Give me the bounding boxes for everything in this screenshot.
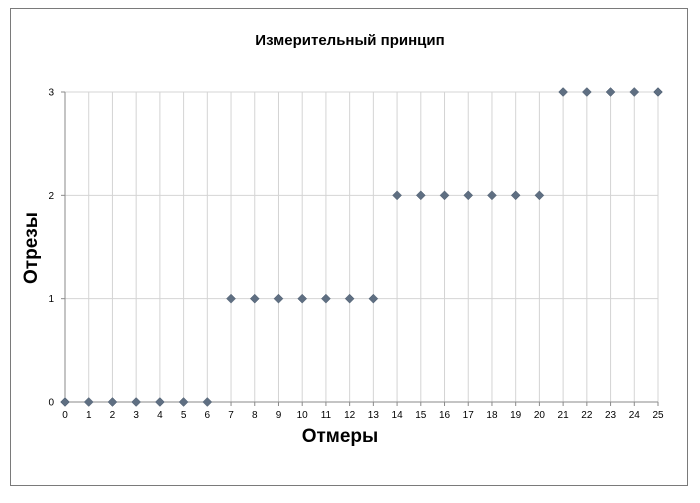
data-point	[653, 87, 663, 97]
y-tick-label: 3	[48, 88, 54, 99]
data-point	[558, 87, 568, 97]
data-point	[534, 190, 545, 201]
data-point	[297, 293, 308, 304]
data-point	[83, 397, 94, 407]
data-point	[344, 293, 355, 304]
chart-title: Измерительный принцип	[255, 32, 445, 49]
data-point	[510, 190, 521, 201]
data-point	[273, 293, 284, 304]
x-tick-label: 20	[534, 410, 546, 421]
chart-frame	[10, 8, 688, 486]
x-tick-label: 5	[181, 410, 187, 421]
data-point	[629, 87, 640, 97]
x-tick-label: 2	[110, 410, 116, 421]
y-tick-label: 0	[48, 398, 54, 409]
x-tick-label: 25	[652, 410, 664, 421]
data-point	[60, 397, 70, 407]
x-tick-label: 15	[415, 410, 427, 421]
data-point	[415, 190, 426, 201]
data-point	[131, 397, 142, 407]
data-point	[178, 397, 189, 407]
data-point	[321, 293, 331, 304]
tick-labels: 0 1 2 3 4 5 6 7 8 9 10 11 12 13 14 15 16 17 18 19 20 21 22 23 24…	[48, 88, 664, 422]
x-tick-label: 3	[133, 410, 139, 421]
x-tick-label: 12	[344, 410, 356, 421]
data-point	[368, 293, 379, 304]
x-tick-label: 19	[510, 410, 522, 421]
x-tick-label: 13	[368, 410, 380, 421]
x-tick-label: 21	[558, 410, 570, 421]
data-point	[226, 293, 236, 304]
x-tick-label: 7	[228, 410, 234, 421]
data-point	[581, 87, 592, 97]
x-axis-label: Отмеры	[301, 426, 379, 447]
x-tick-label: 6	[205, 410, 211, 421]
x-tick-label: 0	[62, 410, 68, 421]
x-tick-label: 8	[252, 410, 258, 421]
x-tick-label: 4	[157, 410, 163, 421]
y-tick-label: 1	[48, 294, 54, 305]
x-tick-label: 24	[629, 410, 641, 421]
data-point	[439, 190, 450, 201]
x-tick-label: 1	[86, 410, 92, 421]
data-point	[463, 190, 474, 201]
data-point	[605, 87, 616, 97]
x-tick-label: 14	[392, 410, 404, 421]
y-tick-label: 2	[48, 191, 54, 202]
y-axis-label: Отрезы	[21, 212, 42, 284]
data-point	[155, 397, 165, 407]
x-tick-label: 18	[486, 410, 498, 421]
data-point	[249, 293, 260, 304]
x-tick-label: 9	[276, 410, 282, 421]
x-tick-label: 17	[463, 410, 475, 421]
axes	[61, 91, 659, 406]
x-tick-label: 22	[581, 410, 593, 421]
x-tick-label: 16	[439, 410, 451, 421]
data-point	[392, 190, 402, 201]
data-point	[487, 190, 497, 201]
x-tick-label: 11	[321, 410, 332, 421]
data-point	[202, 397, 213, 407]
grid	[65, 91, 659, 402]
x-tick-label: 10	[297, 410, 309, 421]
data-points	[60, 87, 663, 407]
x-tick-label: 23	[605, 410, 617, 421]
data-point	[107, 397, 118, 407]
